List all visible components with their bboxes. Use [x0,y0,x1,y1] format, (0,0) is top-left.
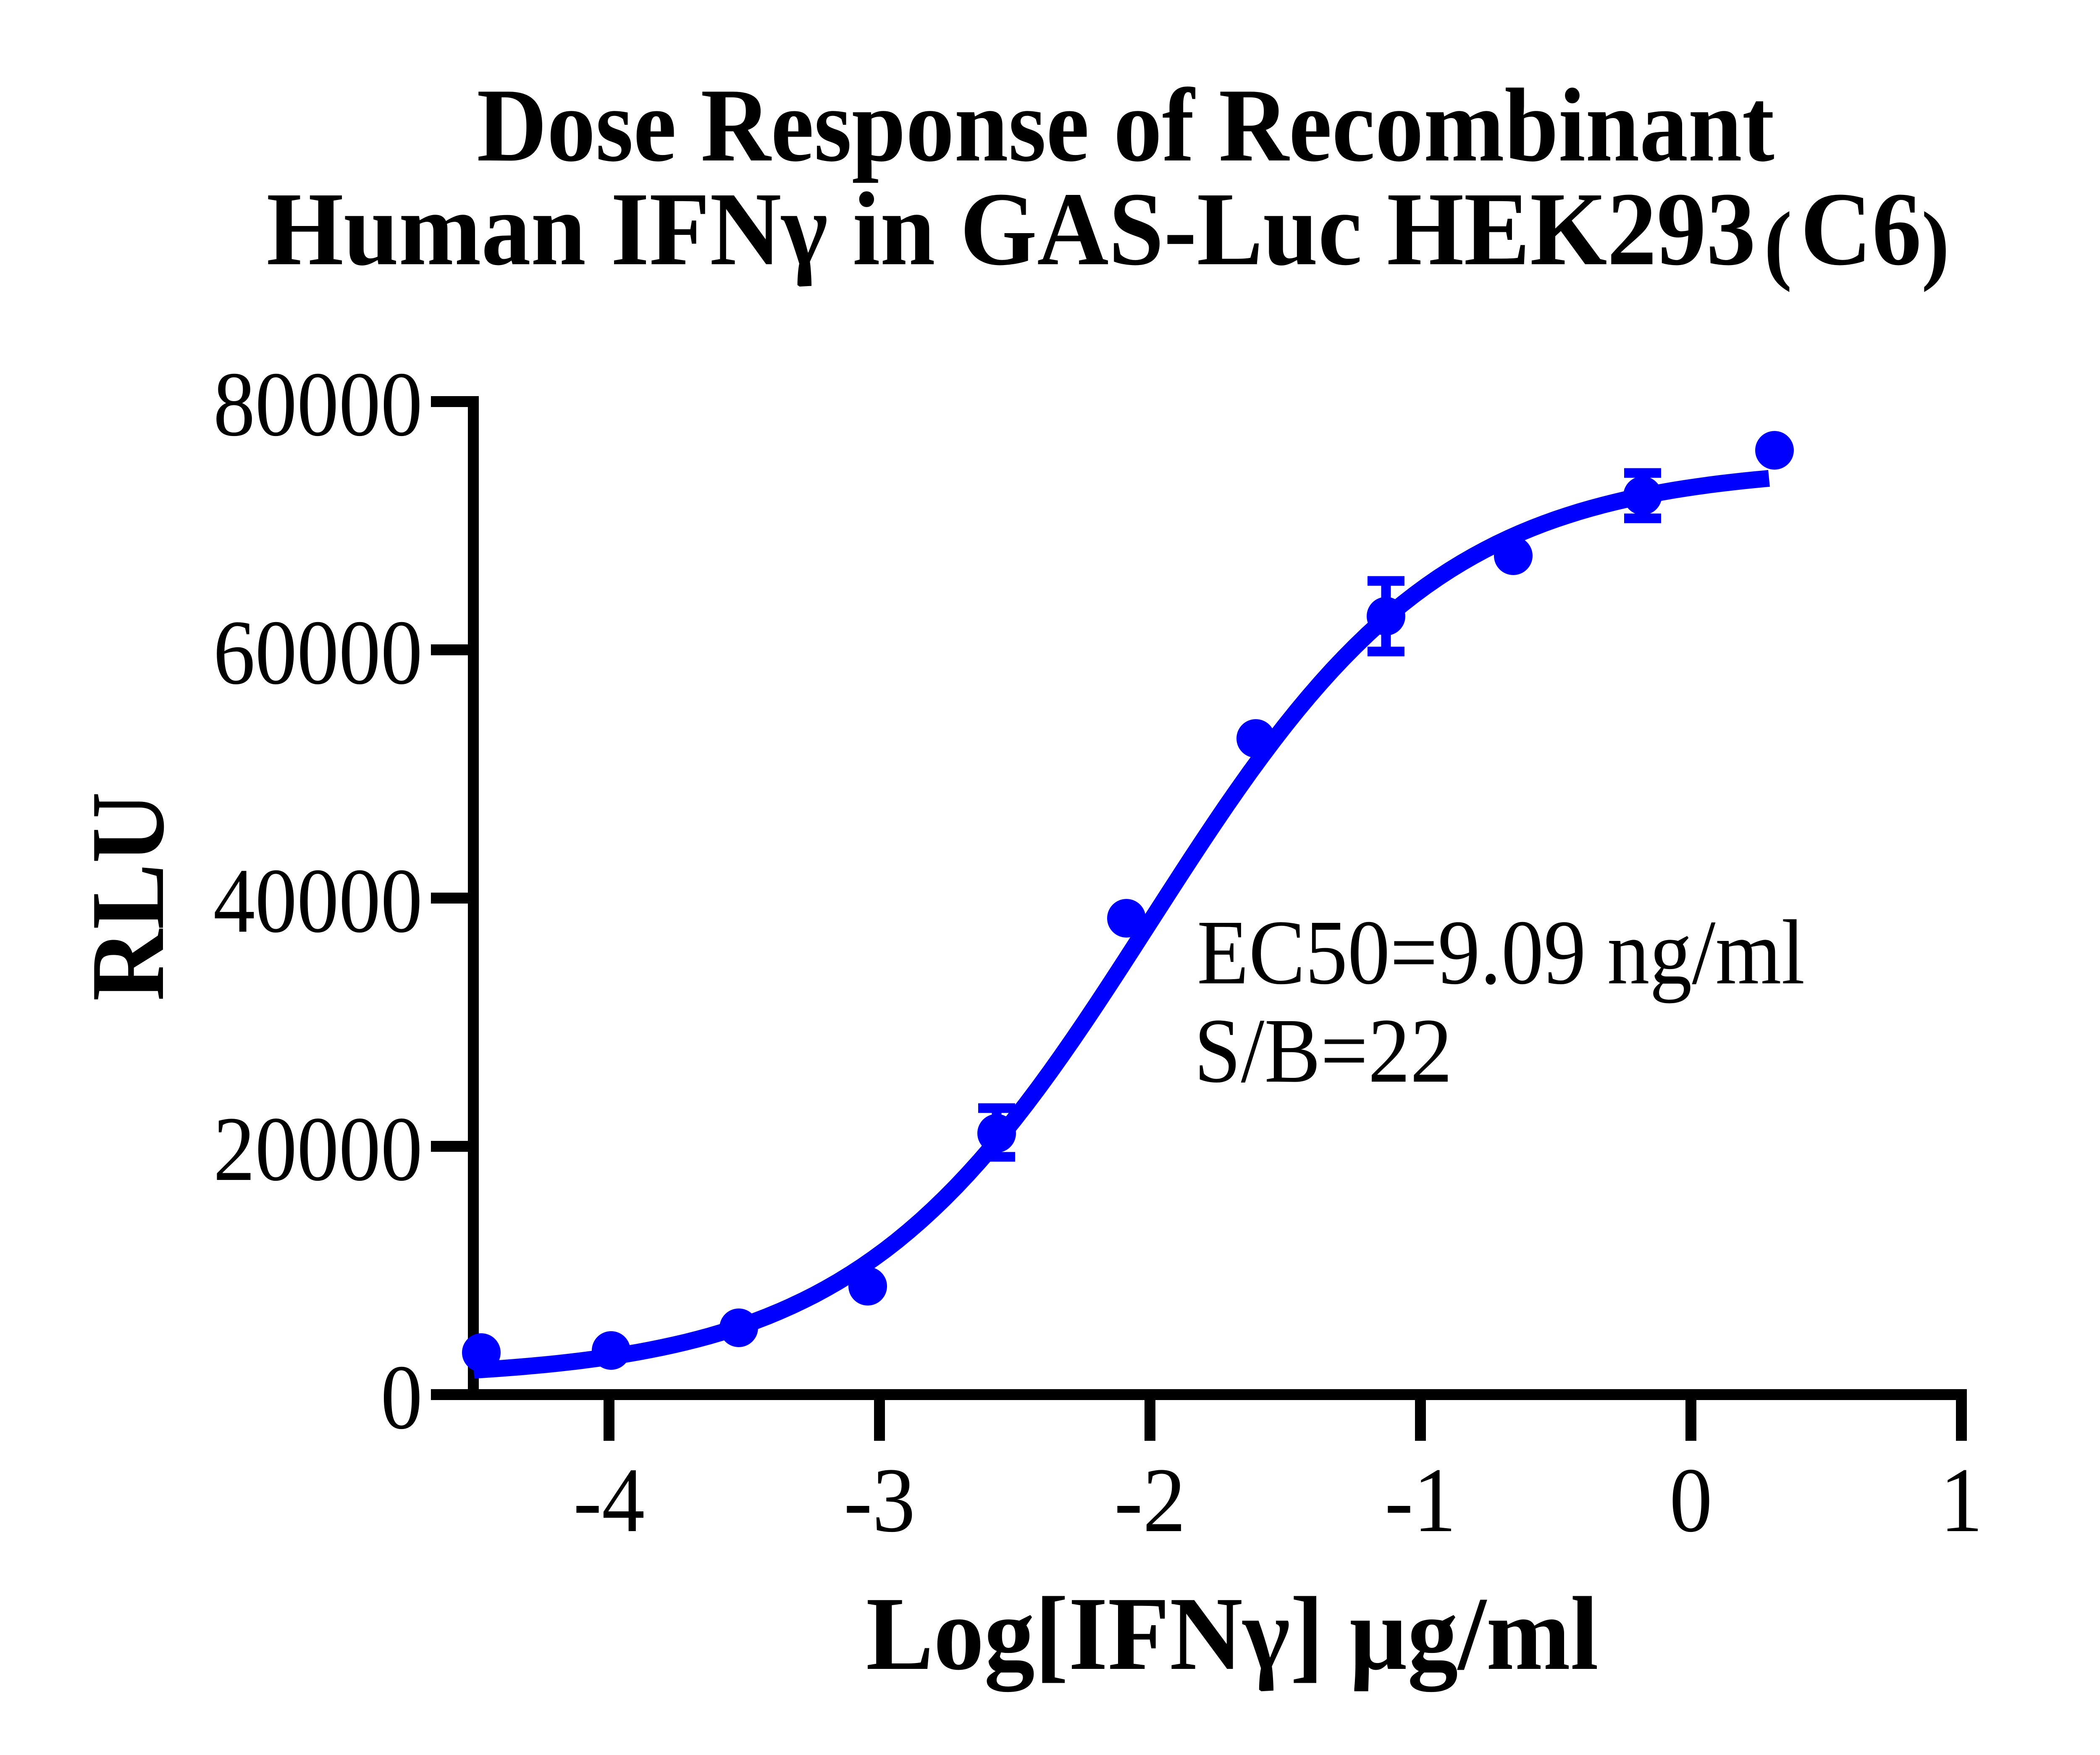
svg-text:EC50=9.09 ng/ml: EC50=9.09 ng/ml [1197,901,1805,1004]
svg-text:Human IFNγ in GAS-Luc HEK293 (: Human IFNγ in GAS-Luc HEK293 ( C6) [266,171,1949,292]
svg-text:60000: 60000 [213,602,423,704]
svg-text:0: 0 [381,1346,423,1448]
svg-text:80000: 80000 [213,353,423,455]
svg-text:0: 0 [1670,1449,1712,1551]
svg-text:-2: -2 [1114,1449,1186,1551]
svg-text:-3: -3 [844,1449,915,1551]
svg-text:Dose Response of Recombinant: Dose Response of Recombinant [477,67,1774,184]
svg-text:RLU: RLU [69,792,186,1001]
svg-text:20000: 20000 [213,1098,423,1200]
svg-text:1: 1 [1940,1449,1983,1551]
svg-text:S/B=22: S/B=22 [1194,999,1452,1102]
svg-text:-4: -4 [573,1449,645,1551]
svg-text:Log[IFNγ] µg/ml: Log[IFNγ] µg/ml [866,1576,1599,1692]
svg-text:40000: 40000 [213,850,423,952]
svg-text:-1: -1 [1385,1449,1456,1551]
